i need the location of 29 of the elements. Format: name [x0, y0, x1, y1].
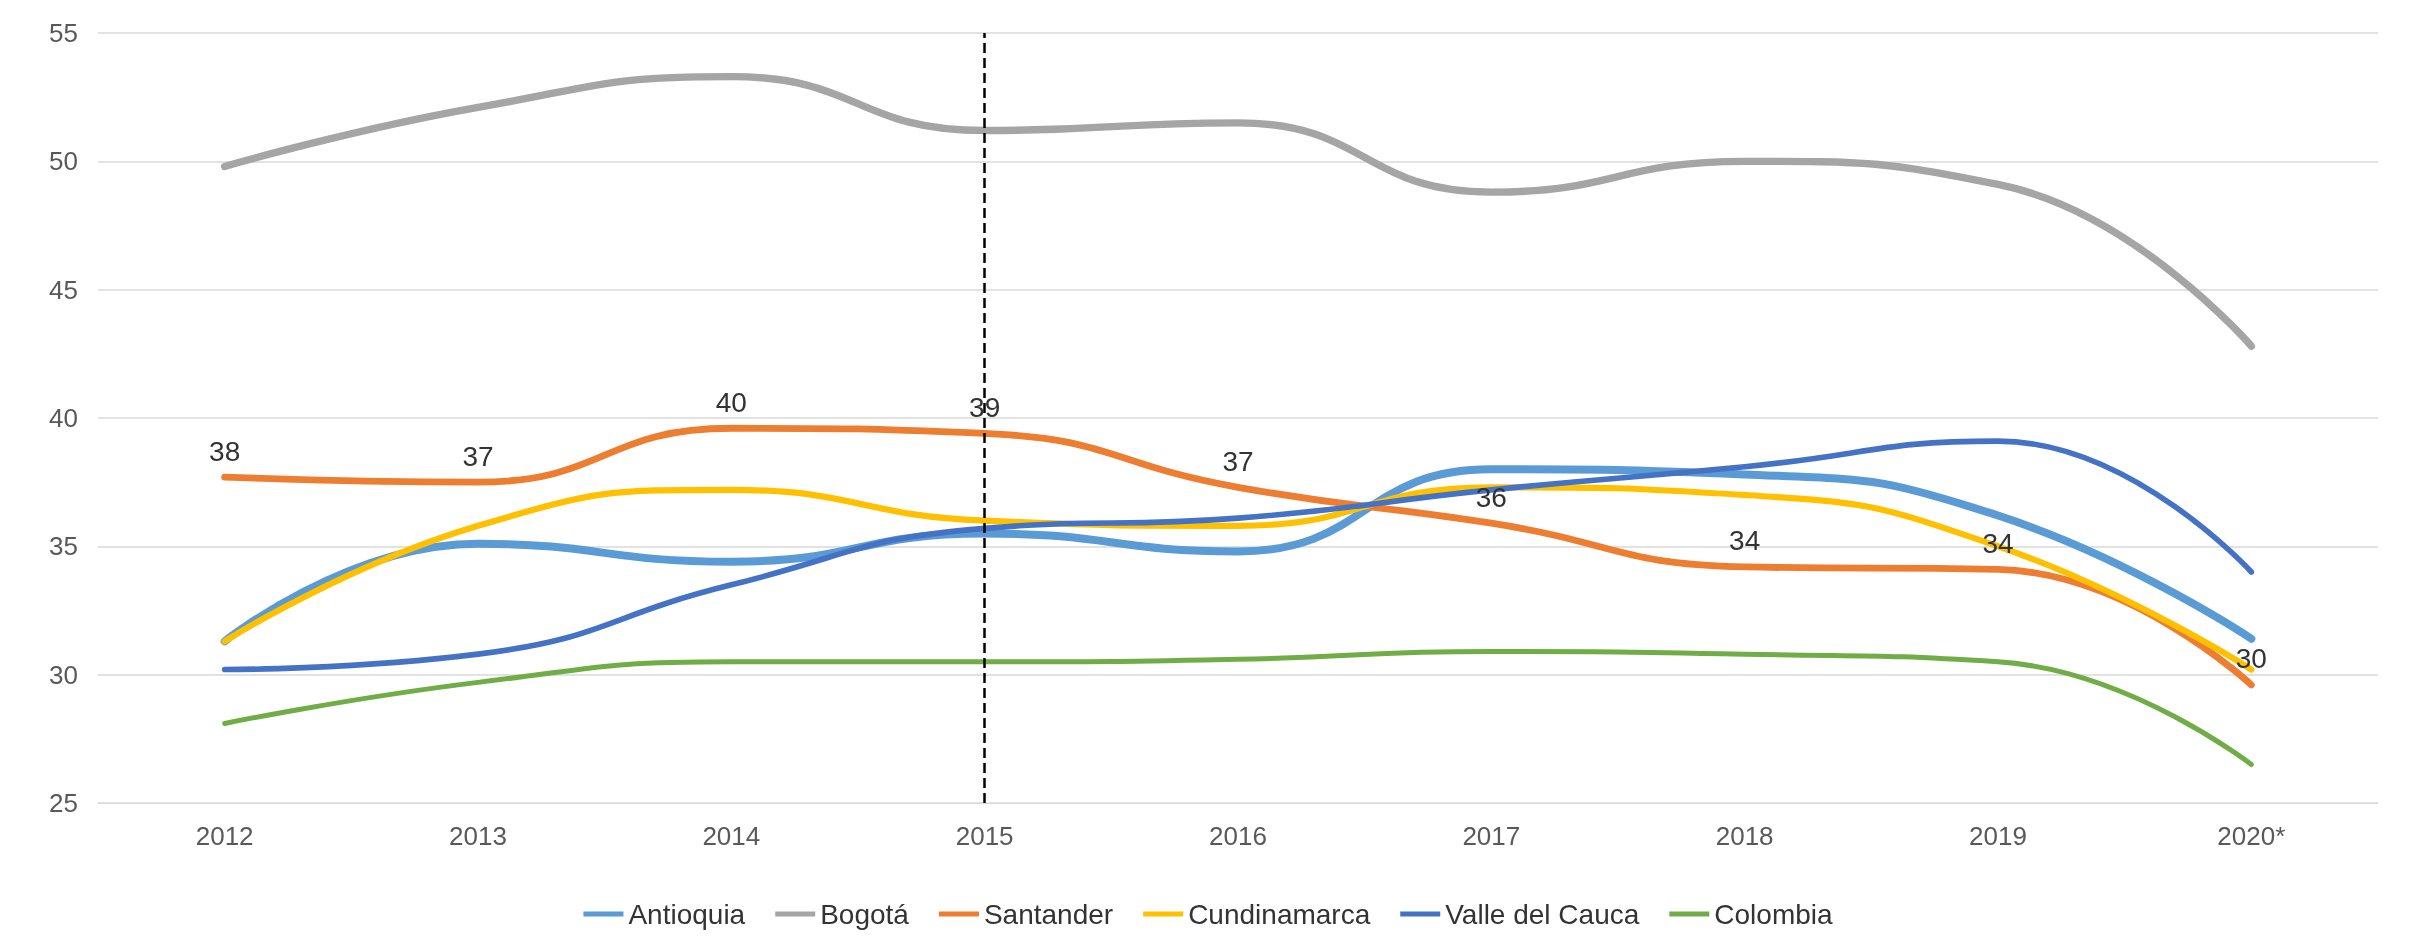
y-tick-label: 45 [49, 274, 78, 305]
data-label: 39 [969, 391, 1001, 423]
y-tick-label: 55 [49, 18, 78, 48]
x-tick-label: 2017 [1462, 821, 1521, 851]
data-label: 38 [209, 435, 241, 467]
legend-label: Valle del Cauca [1445, 898, 1640, 930]
y-tick-label: 50 [49, 146, 78, 177]
legend-label: Colombia [1714, 898, 1833, 930]
x-tick-label: 2020* [2217, 821, 2286, 851]
legend-label: Santander [983, 898, 1114, 930]
x-tick-label: 2013 [449, 821, 507, 851]
y-tick-label: 35 [49, 531, 78, 562]
legend-label: Bogotá [820, 898, 910, 930]
data-label: 30 [2235, 643, 2267, 675]
y-tick-label: 30 [49, 659, 78, 690]
data-label: 37 [1222, 445, 1254, 477]
x-tick-label: 2014 [702, 821, 761, 851]
legend-label: Antioquia [628, 898, 746, 930]
legend-label: Cundinamarca [1188, 898, 1371, 930]
x-tick-label: 2016 [1209, 821, 1267, 851]
y-tick-label: 40 [49, 403, 78, 433]
data-label: 34 [1729, 525, 1761, 557]
x-tick-label: 2018 [1715, 821, 1774, 851]
data-label: 40 [715, 386, 747, 418]
x-tick-label: 2019 [1969, 821, 2027, 851]
x-tick-label: 2012 [195, 821, 254, 851]
y-tick-label: 25 [49, 788, 78, 818]
data-label: 37 [462, 440, 494, 472]
x-tick-label: 2015 [955, 821, 1014, 851]
